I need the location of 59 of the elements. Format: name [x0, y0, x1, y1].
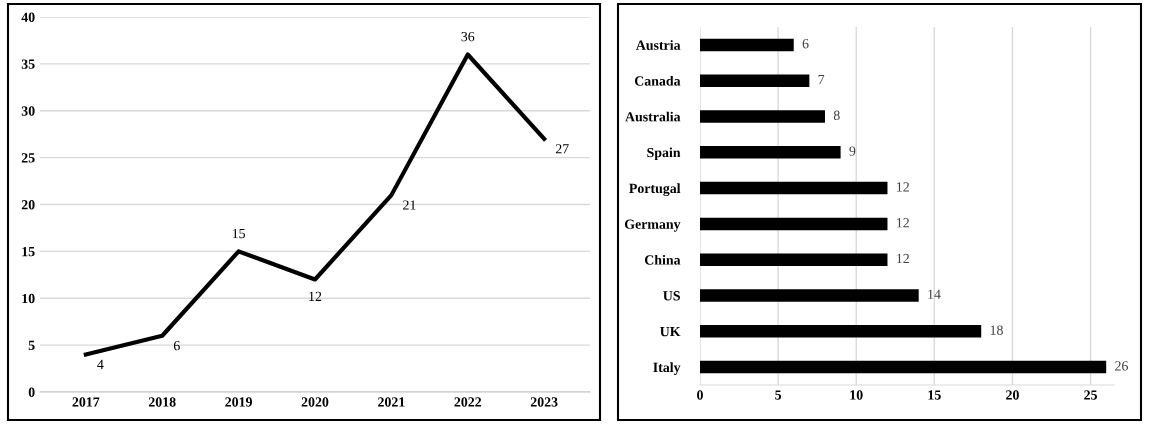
x-tick-label: 5	[775, 390, 782, 400]
y-tick-label: 20	[21, 200, 35, 210]
y-tick-label: 10	[22, 293, 35, 304]
y-tick-label: 15	[22, 247, 35, 257]
data-label: 12	[897, 182, 909, 192]
data-label: 6	[173, 341, 180, 351]
bar	[700, 325, 982, 338]
bar	[700, 74, 810, 87]
y-tick-label: Australia	[625, 111, 681, 122]
data-label: 12	[897, 253, 909, 264]
y-tick-label: Austria	[635, 40, 681, 50]
bar	[700, 146, 841, 159]
data-label: 26	[1115, 361, 1128, 371]
x-tick-label: 20	[1006, 390, 1019, 400]
y-tick-label: Italy	[653, 362, 681, 375]
x-tick-label: 2022	[454, 397, 482, 407]
y-tick-label: Spain	[647, 147, 681, 161]
bar	[700, 253, 888, 266]
y-tick-label: 25	[21, 153, 35, 163]
bar	[700, 181, 888, 195]
x-tick-label: 2021	[378, 397, 405, 407]
bar	[700, 110, 825, 123]
data-label: 6	[802, 39, 809, 49]
y-tick-label: Canada	[634, 75, 681, 86]
y-tick-label: Germany	[624, 219, 681, 232]
x-tick-label: 2019	[225, 397, 252, 407]
y-tick-label: Portugal	[629, 183, 681, 196]
x-tick-label: 25	[1084, 390, 1097, 400]
data-label: 4	[97, 359, 104, 369]
y-tick-label: UK	[660, 327, 681, 337]
data-label: 8	[833, 110, 840, 120]
data-label: 14	[928, 289, 941, 299]
x-tick-label: 10	[850, 390, 863, 400]
bar	[700, 360, 1107, 374]
data-label: 27	[555, 144, 569, 154]
x-tick-label: 2017	[72, 397, 100, 407]
data-label: 21	[403, 200, 416, 210]
y-tick-label: 30	[21, 106, 35, 116]
data-label: 18	[990, 325, 1003, 335]
x-tick-label: 2023	[530, 397, 558, 407]
bar	[700, 217, 888, 231]
y-tick-label: 40	[21, 12, 35, 22]
x-tick-label: 15	[928, 390, 941, 400]
line-series	[83, 52, 547, 357]
data-label: 12	[309, 291, 322, 301]
data-label: 15	[232, 228, 246, 239]
bar	[700, 38, 794, 52]
data-label: 9	[849, 146, 856, 156]
data-label: 7	[818, 74, 825, 85]
y-tick-label: China	[644, 254, 681, 265]
data-label: 12	[897, 218, 909, 228]
data-label: 36	[461, 31, 475, 42]
x-tick-label: 0	[697, 390, 703, 400]
bar	[700, 289, 919, 302]
y-tick-label: 35	[21, 59, 35, 69]
x-tick-label: 2018	[148, 397, 176, 407]
y-tick-label: US	[663, 291, 680, 301]
y-tick-label: 5	[28, 340, 35, 351]
x-tick-label: 2020	[301, 397, 329, 407]
